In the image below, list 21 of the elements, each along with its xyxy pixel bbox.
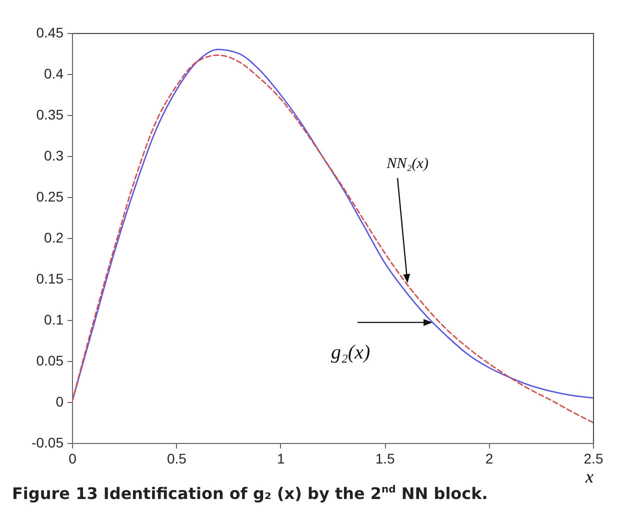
y-tick-label: 0.3 — [44, 148, 64, 164]
y-tick-label: 0.15 — [36, 270, 64, 286]
y-tick-label: -0.05 — [32, 434, 64, 450]
x-tick-label: 1.5 — [375, 450, 396, 466]
y-tick-label: 0.45 — [36, 24, 64, 40]
x-tick-label: 1 — [277, 450, 285, 466]
y-tick-label: 0.4 — [44, 66, 64, 82]
annotation: g₂(x) — [330, 341, 370, 364]
x-tick-label: 2.5 — [584, 450, 604, 466]
caption: Figure 13 Identification of g₂ (x) by the 2$^{nd}$ NN block. — [12, 484, 488, 503]
x-tick-label: 0.5 — [166, 450, 187, 466]
y-tick-label: 0.2 — [44, 230, 64, 246]
y-tick-label: 0 — [56, 394, 64, 410]
annotation: NN₂(x) — [386, 156, 428, 172]
y-tick-label: 0.25 — [36, 188, 64, 204]
y-tick-label: 0.05 — [36, 352, 64, 368]
x-tick-label: 0 — [68, 450, 77, 466]
y-tick-label: 0.35 — [36, 106, 64, 122]
y-tick-label: 0.1 — [44, 312, 64, 328]
x-tick-label: 2 — [485, 450, 494, 466]
x-axis-title: x — [584, 466, 594, 486]
